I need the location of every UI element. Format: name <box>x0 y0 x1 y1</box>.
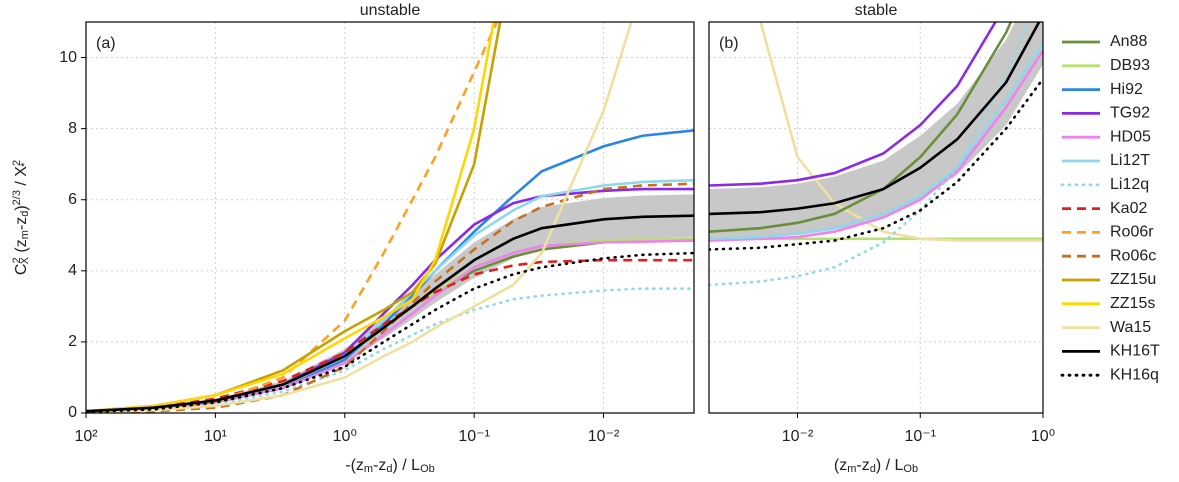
legend-label: KH16T <box>1110 343 1160 360</box>
y-axis-label: C2X (zm-zd)2/3 / X2* <box>11 160 31 275</box>
legend-label: Hi92 <box>1110 81 1143 98</box>
legend-label: Li12q <box>1110 176 1149 193</box>
legend-label: Wa15 <box>1110 319 1151 336</box>
plot-area <box>86 22 694 413</box>
label-part: 2 <box>11 257 23 263</box>
panel-label: (a) <box>96 35 116 52</box>
x-tick-label: 10⁰ <box>1031 428 1055 445</box>
label-part: ) <box>13 205 30 210</box>
line-wa15 <box>86 22 633 413</box>
label-part: * <box>19 162 31 167</box>
line-ro06c <box>86 182 694 413</box>
y-tick-label: 2 <box>68 333 77 350</box>
legend-label: Ro06r <box>1110 224 1154 241</box>
x-axis-label: (zm-zd) / LOb <box>834 457 918 474</box>
line-li12q <box>709 22 1030 287</box>
label-part: -(z <box>345 457 364 474</box>
label-part: d <box>870 463 876 475</box>
label-part: m <box>847 463 856 475</box>
legend-label: ZZ15s <box>1110 295 1155 312</box>
line-li12q <box>86 287 694 413</box>
x-axis-label: -(zm-zd) / LOb <box>345 457 435 474</box>
line-wa15 <box>759 22 1043 242</box>
line-zz15s <box>86 22 495 413</box>
line-kh16q <box>709 77 1043 251</box>
label-part: 2 <box>11 160 23 166</box>
label-part: C <box>13 264 30 276</box>
legend-label: Ro06c <box>1110 247 1156 264</box>
line-hd05 <box>709 49 1043 242</box>
y-tick-label: 0 <box>68 404 77 421</box>
label-part: Ob <box>420 463 435 475</box>
line-li12t <box>709 42 1043 241</box>
label-part: (z <box>13 239 30 257</box>
y-tick-label: 4 <box>68 262 77 279</box>
x-tick-label: 10⁰ <box>333 428 357 445</box>
legend: An88 DB93 Hi92 TG92 HD05 Li12T Li12q Ka02 Ro06r R… <box>1060 33 1160 383</box>
x-tick-label: 10⁻² <box>782 428 814 445</box>
label-part: ) / L <box>876 457 904 474</box>
label-part: (z <box>834 457 847 474</box>
legend-label: TG92 <box>1110 105 1150 122</box>
label-part: d <box>19 211 31 217</box>
x-tick-label: 10⁻¹ <box>904 428 936 445</box>
label-part: -z <box>13 217 30 230</box>
panel-label: (b) <box>719 35 739 52</box>
label-part: ) / L <box>393 457 421 474</box>
label-part: m <box>364 463 373 475</box>
label-part: / X <box>13 166 30 190</box>
label-part: 2/3 <box>11 190 23 205</box>
x-tick-label: 10⁻¹ <box>458 428 490 445</box>
x-tick-label: 10¹ <box>204 428 227 445</box>
y-tick-label: 10 <box>59 49 77 66</box>
label-part: X <box>19 256 31 264</box>
label-part: m <box>19 230 31 239</box>
uncertainty-band <box>709 22 1043 239</box>
line-kh16t <box>709 22 1041 216</box>
y-tick-label: 6 <box>68 191 77 208</box>
plot-frame <box>708 21 1044 414</box>
x-tick-label: 10² <box>74 428 98 445</box>
legend-label: HD05 <box>1110 128 1151 145</box>
legend-label: KH16q <box>1110 366 1159 383</box>
legend-label: Li12T <box>1110 152 1150 169</box>
x-tick-label: 10⁻² <box>588 428 620 445</box>
plot-area <box>709 22 1043 287</box>
label-part: Ob <box>903 463 918 475</box>
plot-frame <box>85 21 695 414</box>
y-tick-label: 8 <box>68 120 77 137</box>
panel-title: stable <box>855 2 898 19</box>
line-kh16t <box>86 214 694 413</box>
label-part: -z <box>373 457 386 474</box>
legend-label: ZZ15u <box>1110 271 1156 288</box>
panel-title: unstable <box>360 2 421 19</box>
legend-label: Ka02 <box>1110 200 1147 217</box>
label-part: d <box>386 463 392 475</box>
legend-label: An88 <box>1110 33 1147 50</box>
label-part: -z <box>856 457 869 474</box>
line-tg92 <box>709 22 997 187</box>
legend-label: DB93 <box>1110 57 1150 74</box>
line-kh16q <box>86 251 694 413</box>
